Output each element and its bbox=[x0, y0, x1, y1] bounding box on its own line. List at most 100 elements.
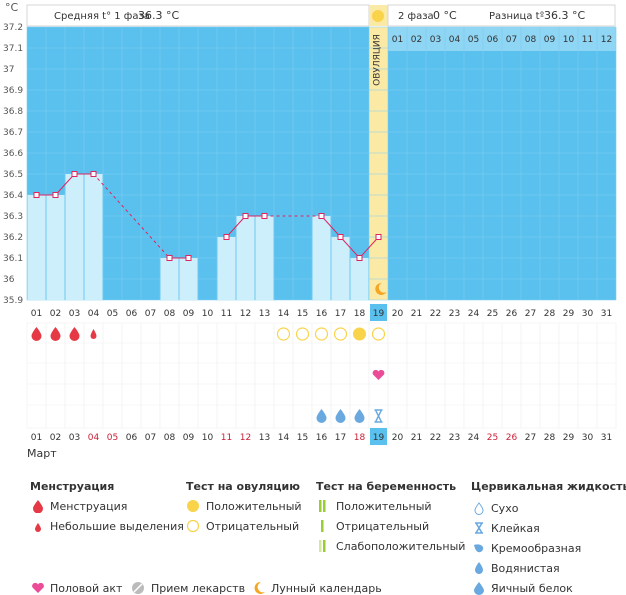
x-tick-label: 25 bbox=[487, 433, 498, 443]
x-tick-label: 19 bbox=[373, 433, 385, 443]
legend-menstruation-label: Менструация bbox=[50, 499, 128, 513]
x-tick-label: 18 bbox=[354, 309, 366, 319]
plot-area: 01 02 03 04 05 06 07 08 09 10 11 12 ОВУЛЯЦИЯ 35.9 36 36… bbox=[3, 23, 617, 306]
temp-bar bbox=[27, 195, 46, 300]
top-day-label: 03 bbox=[430, 35, 441, 45]
y-tick-label: 37.1 bbox=[3, 44, 23, 54]
marker-cell bbox=[140, 322, 161, 429]
legend-creamy-item: Кремообразная bbox=[471, 541, 581, 555]
x-tick-label: 19 bbox=[373, 309, 385, 319]
creamy-icon bbox=[471, 541, 487, 555]
y-tick-label: 37 bbox=[3, 65, 14, 75]
x-tick-label: 10 bbox=[202, 433, 214, 443]
phase2-value: 0 °C bbox=[433, 9, 457, 22]
x-tick-label: 08 bbox=[164, 433, 176, 443]
month-label: Март bbox=[27, 447, 57, 460]
temp-bar bbox=[312, 216, 331, 300]
temp-bar bbox=[255, 216, 274, 300]
heart-icon bbox=[372, 369, 385, 380]
legend-preg-positive-label: Положительный bbox=[336, 499, 432, 513]
phase2-box bbox=[387, 4, 616, 27]
egg-white-drop-icon bbox=[335, 409, 346, 423]
temp-line-gap bbox=[93, 173, 170, 259]
legend-cervical-fluid-title: Цервикальная жидкость bbox=[471, 480, 626, 493]
temp-point bbox=[90, 171, 97, 177]
phase2-label: 2 фаза bbox=[398, 11, 434, 22]
x-tick-label: 24 bbox=[468, 309, 480, 319]
top-day-label: 09 bbox=[544, 35, 556, 45]
temp-bar bbox=[217, 237, 236, 300]
x-tick-label: 30 bbox=[582, 433, 594, 443]
x-tick-label: 10 bbox=[202, 309, 214, 319]
legend-moon-label: Лунный календарь bbox=[271, 581, 382, 595]
legend-menstruation: Менструация Менструация Небольшие выделе… bbox=[30, 480, 184, 533]
x-tick-label: 09 bbox=[183, 433, 195, 443]
legend-sticky-item: Клейкая bbox=[471, 521, 540, 535]
legend-pregnancy-test: Тест на беременность Положительный Отриц… bbox=[316, 480, 465, 553]
x-tick-label: 28 bbox=[544, 433, 556, 443]
marker-cell bbox=[558, 322, 579, 429]
x-tick-label: 27 bbox=[525, 309, 536, 319]
top-day-label: 01 bbox=[392, 35, 403, 45]
x-tick-label: 18 bbox=[354, 433, 366, 443]
temp-point bbox=[261, 213, 268, 219]
x-tick-label: 20 bbox=[392, 309, 404, 319]
x-tick-label: 09 bbox=[183, 309, 195, 319]
x-tick-label: 03 bbox=[69, 309, 80, 319]
x-tick-label: 11 bbox=[221, 433, 232, 443]
sticky-icon bbox=[471, 521, 487, 535]
x-tick-label: 13 bbox=[259, 433, 270, 443]
x-tick-label: 02 bbox=[50, 309, 61, 319]
dry-drop-icon bbox=[471, 501, 487, 515]
legend-medication-item: Прием лекарств bbox=[131, 581, 245, 595]
temp-point bbox=[337, 234, 344, 240]
ov-test-positive-icon bbox=[353, 327, 366, 341]
x-tick-label: 31 bbox=[601, 433, 612, 443]
legend-egg-white-item: Яичный белок bbox=[471, 581, 573, 595]
x-tick-label: 28 bbox=[544, 309, 556, 319]
top-day-label: 04 bbox=[449, 35, 461, 45]
egg-white-drop-icon bbox=[316, 409, 327, 423]
menstruation-drop-icon bbox=[90, 329, 97, 339]
egg-white-drop-icon bbox=[471, 581, 487, 595]
temp-bar bbox=[331, 237, 350, 300]
x-tick-label: 24 bbox=[468, 433, 480, 443]
y-tick-label: 36.4 bbox=[3, 191, 23, 201]
x-tick-label: 20 bbox=[392, 433, 404, 443]
temp-bar bbox=[236, 216, 255, 300]
legend-ov-negative-item: Отрицательный bbox=[186, 519, 299, 533]
y-tick-label: 36 bbox=[3, 275, 15, 285]
moon-icon bbox=[251, 581, 267, 595]
legend-ov-positive-label: Положительный bbox=[206, 499, 302, 513]
temp-line-segment bbox=[340, 236, 360, 259]
ov-test-negative-icon bbox=[333, 327, 348, 341]
diff-value: -36.3 °C bbox=[540, 9, 585, 22]
x-tick-label: 02 bbox=[50, 433, 61, 443]
x-tick-label: 12 bbox=[240, 309, 251, 319]
x-tick-label: 16 bbox=[316, 309, 328, 319]
diff-label: Разница t° bbox=[489, 11, 545, 22]
marker-cell bbox=[539, 322, 560, 429]
spotting-drop-icon bbox=[30, 519, 46, 533]
top-day-label: 10 bbox=[563, 35, 575, 45]
x-tick-label: 07 bbox=[145, 433, 156, 443]
legend-dry-label: Сухо bbox=[491, 501, 519, 515]
x-tick-label: 23 bbox=[449, 433, 460, 443]
marker-cell bbox=[501, 322, 522, 429]
x-tick-label: 06 bbox=[126, 309, 138, 319]
temp-line-segment bbox=[359, 236, 379, 259]
top-day-label: 08 bbox=[525, 35, 537, 45]
legend-spotting-item: Небольшие выделения bbox=[30, 519, 184, 533]
x-tick-label: 21 bbox=[411, 433, 422, 443]
y-tick-label: 35.9 bbox=[3, 296, 23, 306]
temp-point bbox=[166, 255, 173, 261]
phase1-value: 36.3 °C bbox=[138, 9, 179, 22]
temp-bar bbox=[46, 195, 65, 300]
top-day-label: 05 bbox=[468, 35, 479, 45]
menstruation-drop-icon bbox=[31, 327, 42, 342]
marker-cell bbox=[444, 322, 465, 429]
temp-point bbox=[185, 255, 192, 261]
x-tick-label: 04 bbox=[88, 433, 100, 443]
day-highlight bbox=[370, 428, 387, 445]
